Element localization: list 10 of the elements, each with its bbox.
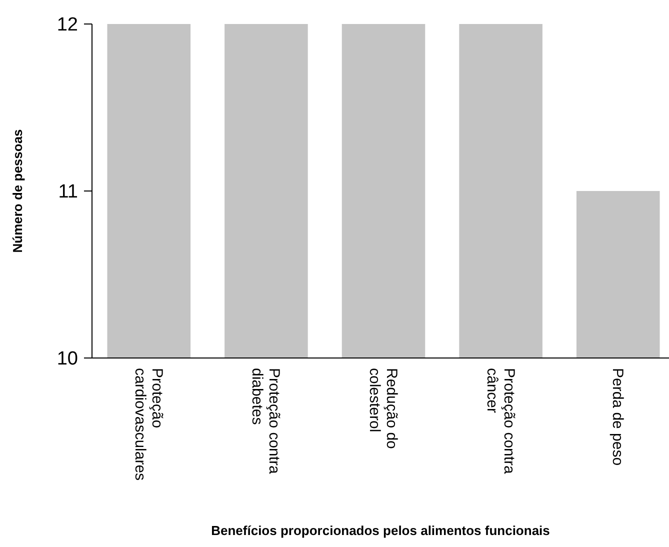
x-tick-label: Proteção contra diabetes	[248, 368, 283, 475]
y-tick-label: 10	[56, 348, 78, 370]
y-tick-label: 11	[58, 182, 78, 203]
x-tick-label: Redução do colesterol	[366, 368, 400, 449]
y-axis-title: Número de pessoas	[10, 129, 25, 253]
y-tick-label: 12	[56, 14, 78, 36]
x-tick-label: Proteção cardiovasculares	[131, 368, 166, 481]
x-tick-label: Proteção contra câncer	[483, 368, 518, 475]
x-axis-title: Benefícios proporcionados pelos alimentos funcionais	[211, 523, 550, 538]
x-tick-label: Perda de peso	[609, 368, 626, 466]
